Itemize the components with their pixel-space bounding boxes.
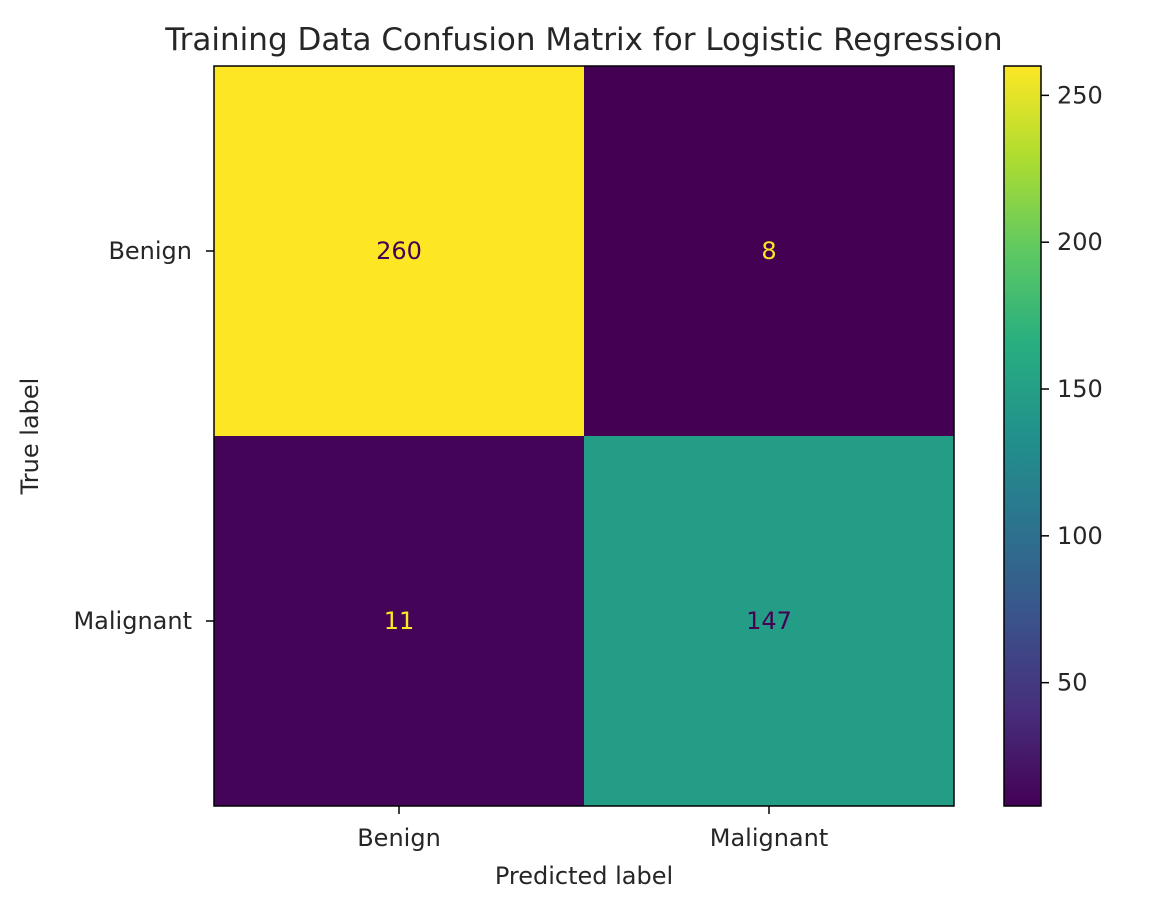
y-tick-label: Malignant: [73, 607, 192, 635]
colorbar-tick-label: 250: [1057, 81, 1103, 109]
x-tick-label: Benign: [357, 824, 441, 852]
x-axis-ticks: Benign Malignant: [357, 806, 828, 852]
x-axis-label: Predicted label: [495, 862, 673, 890]
cell-value-label: 8: [761, 237, 776, 265]
cell-value-label: 147: [746, 607, 792, 635]
matrix-cell: [584, 66, 954, 436]
chart-title: Training Data Confusion Matrix for Logis…: [164, 22, 1002, 58]
matrix-cell: [214, 436, 584, 806]
matrix-cell-labels: 260 8 11 147: [376, 237, 792, 635]
colorbar-ticks: 50 100 150 200 250: [1041, 81, 1103, 697]
colorbar-tick-label: 100: [1057, 522, 1103, 550]
cell-value-label: 11: [384, 607, 415, 635]
y-tick-label: Benign: [108, 237, 192, 265]
y-axis-label: True label: [16, 378, 44, 496]
x-tick-label: Malignant: [710, 824, 829, 852]
colorbar-tick-label: 200: [1057, 228, 1103, 256]
y-axis-ticks: Benign Malignant: [73, 237, 214, 635]
colorbar-tick-label: 50: [1057, 669, 1088, 697]
colorbar: [1003, 65, 1042, 807]
matrix-cell: [214, 66, 584, 436]
cell-value-label: 260: [376, 237, 422, 265]
matrix-cells: [214, 66, 954, 806]
matrix-cell: [584, 436, 954, 806]
plot-frame: [213, 65, 955, 807]
colorbar-tick-label: 150: [1057, 375, 1103, 403]
